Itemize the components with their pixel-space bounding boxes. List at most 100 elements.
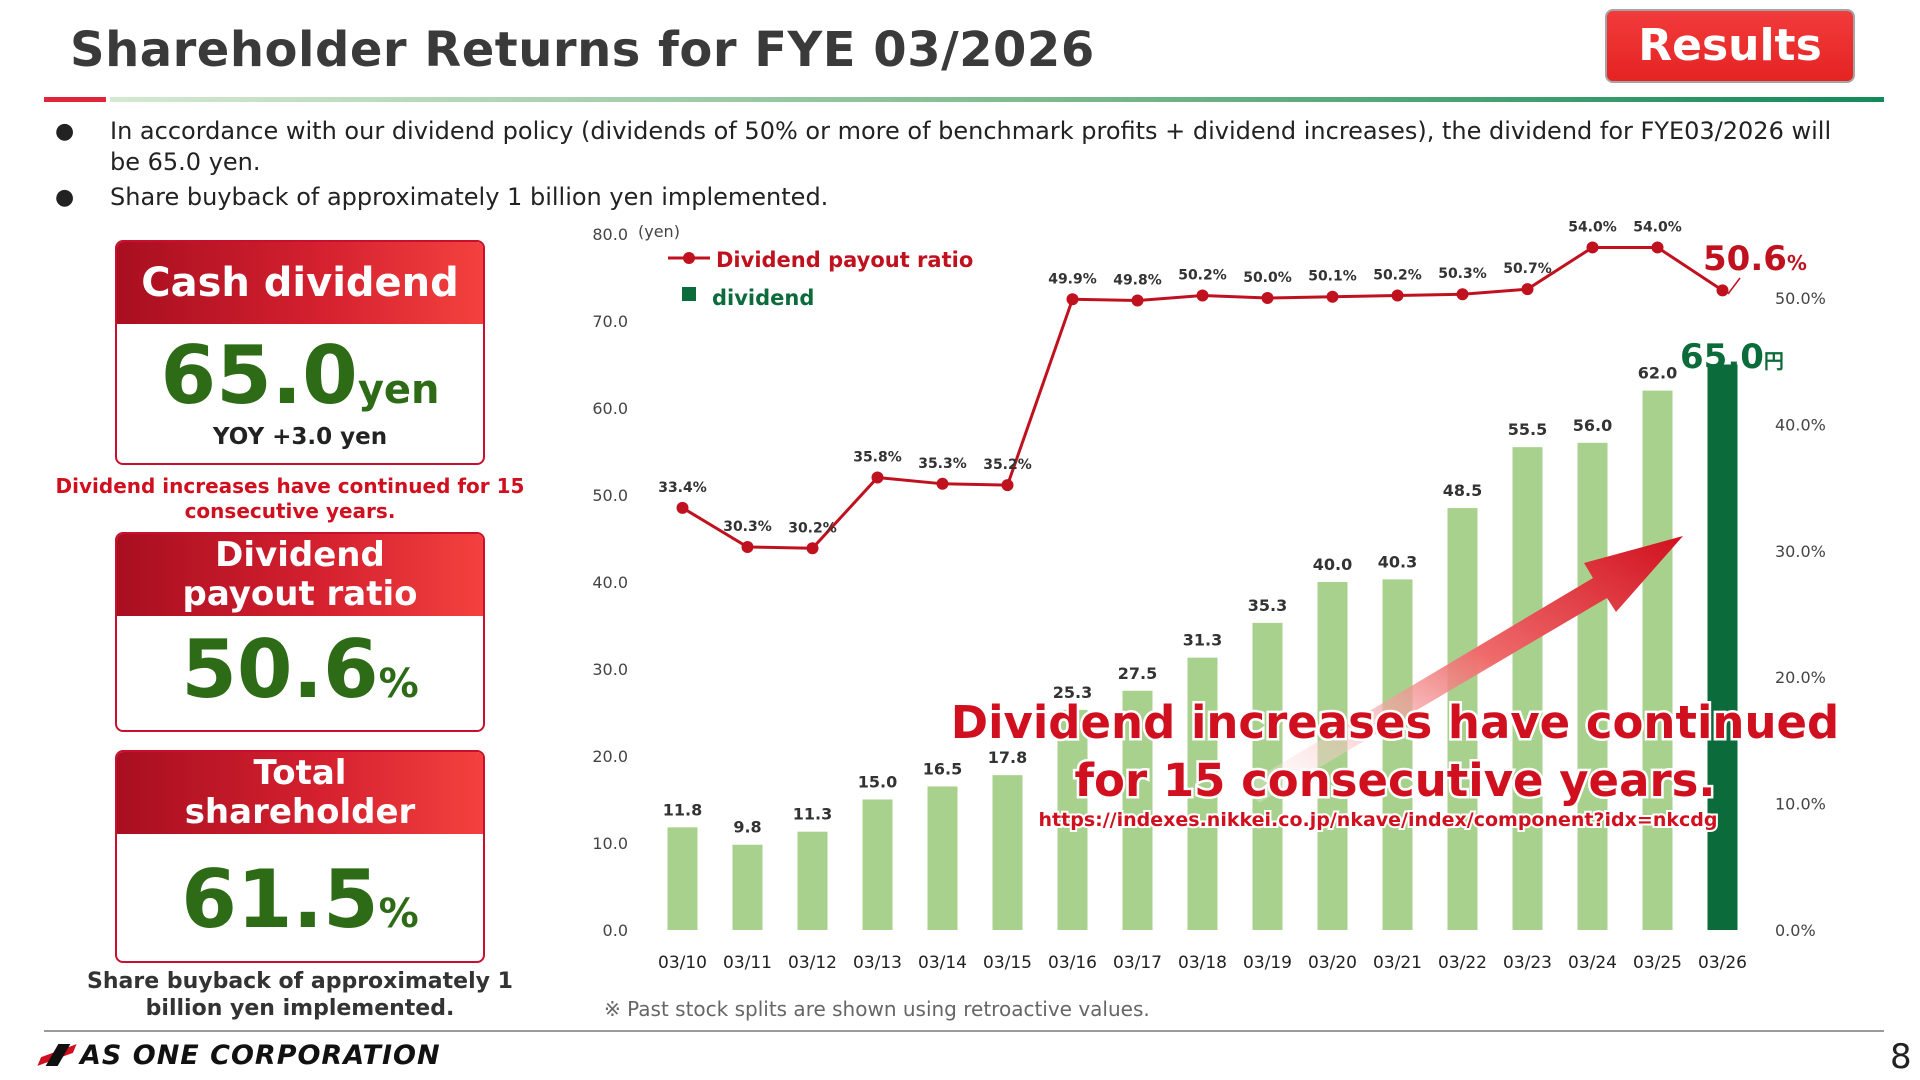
dividend-increase-note: Dividend increases have continued for 15… — [55, 474, 525, 523]
payout-ratio-point — [741, 541, 754, 554]
x-axis-tick: 03/22 — [1438, 953, 1487, 973]
payout-ratio-point — [1716, 284, 1729, 297]
company-logo: AS ONE CORPORATION — [37, 1039, 441, 1071]
dividend-bar — [1382, 579, 1413, 930]
right-axis-tick: 10.0% — [1775, 795, 1826, 814]
left-axis-tick: 40.0 — [592, 573, 628, 592]
dividend-bar — [667, 827, 698, 930]
dividend-callout-value: 65.0 — [1680, 337, 1764, 377]
line-value-label: 50.3% — [1438, 266, 1487, 282]
left-axis-tick: 0.0 — [603, 921, 628, 940]
growth-arrow-icon — [1245, 536, 1683, 803]
dividend-bar — [1447, 508, 1478, 930]
payout-ratio-point — [1326, 290, 1339, 303]
payout-ratio-body: 50.6% — [117, 616, 483, 710]
company-name: AS ONE CORPORATION — [80, 1039, 441, 1071]
dividend-bar — [1122, 690, 1153, 930]
cash-dividend-body: 65.0yen YOY +3.0 yen — [117, 324, 483, 451]
line-value-label: 33.4% — [658, 480, 707, 496]
page-number: 8 — [1890, 1037, 1912, 1077]
line-series — [676, 241, 1729, 555]
cash-dividend-title: Cash dividend — [117, 242, 483, 324]
dividend-callout-unit: 円 — [1764, 349, 1784, 373]
bar-value-label: 62.0 — [1638, 364, 1677, 383]
bullet-text: Share buyback of approximately 1 billion… — [110, 183, 829, 211]
bar-value-label: 15.0 — [858, 773, 897, 792]
payout-ratio-point — [806, 542, 819, 555]
dividend-bar — [1512, 447, 1543, 930]
payout-ratio-point — [1651, 241, 1664, 254]
chart-legend: Dividend payout ratio dividend — [668, 248, 973, 310]
payout-ratio-point — [1196, 289, 1209, 302]
left-axis-tick: 80.0 — [592, 225, 628, 244]
total-return-title: Total shareholder return ratio — [117, 752, 483, 871]
x-axis-tick: 03/12 — [788, 953, 837, 973]
bar-value-label: 11.8 — [663, 800, 702, 819]
cash-dividend-card: Cash dividend 65.0yen YOY +3.0 yen — [115, 240, 485, 465]
x-axis-tick: 03/19 — [1243, 953, 1292, 973]
line-value-label: 54.0% — [1633, 219, 1682, 235]
x-axis-tick: 03/11 — [723, 953, 772, 973]
dividend-bar — [927, 786, 958, 930]
x-axis-tick: 03/14 — [918, 953, 967, 973]
bar-value-label: 35.3 — [1248, 596, 1287, 615]
left-axis-unit: (yen) — [638, 222, 680, 241]
line-value-label: 35.3% — [918, 456, 967, 472]
left-axis-tick: 60.0 — [592, 399, 628, 418]
stock-split-note: ※ Past stock splits are shown using retr… — [604, 997, 1150, 1021]
legend-payout-label: Dividend payout ratio — [716, 248, 973, 272]
bar-value-label: 25.3 — [1053, 683, 1092, 702]
x-axis-tick: 03/16 — [1048, 953, 1097, 973]
total-return-card: Total shareholder return ratio 61.5% — [115, 750, 485, 963]
x-axis-tick: 03/23 — [1503, 953, 1552, 973]
bar-value-label: 56.0 — [1573, 416, 1612, 435]
dividend-bar — [1707, 364, 1738, 930]
dividend-bar — [1642, 390, 1673, 931]
left-axis-tick: 10.0 — [592, 834, 628, 853]
cash-dividend-value: 65.0 — [160, 329, 358, 422]
payout-ratio-point — [871, 471, 884, 484]
bar-value-label: 9.8 — [733, 818, 761, 837]
dividend-bar — [797, 831, 828, 930]
bar-value-label: 27.5 — [1118, 664, 1157, 683]
bar-value-label: 55.5 — [1508, 420, 1547, 439]
ratio-callout: 50.6% — [1703, 239, 1807, 279]
x-axis-tick: 03/26 — [1698, 953, 1747, 973]
bullet-dot-icon: ● — [55, 119, 75, 144]
annotation-source-link[interactable]: https://indexes.nikkei.co.jp/nkave/index… — [1037, 807, 1720, 833]
ratio-callout-leader — [1727, 277, 1741, 295]
data-labels: 11.8 9.8 11.3 15.0 16.5 17.8 25.3 27.5 31.3 35.3 4… — [658, 219, 1682, 836]
ratio-callout-unit: % — [1787, 251, 1807, 275]
x-axis-tick: 03/13 — [853, 953, 902, 973]
total-return-body: 61.5% — [117, 834, 483, 940]
bullet-list: ● In accordance with our dividend policy… — [55, 116, 1845, 217]
line-value-label: 50.7% — [1503, 261, 1552, 277]
x-axis-tick: 03/15 — [983, 953, 1032, 973]
line-value-label: 30.2% — [788, 520, 837, 536]
x-axis-tick: 03/20 — [1308, 953, 1357, 973]
x-axis-tick: 03/25 — [1633, 953, 1682, 973]
bullet-item: ● Share buyback of approximately 1 billi… — [55, 182, 1845, 213]
left-axis-tick: 70.0 — [592, 312, 628, 331]
payout-ratio-point — [1261, 292, 1274, 304]
line-value-label: 49.8% — [1113, 273, 1162, 289]
page-title: Shareholder Returns for FYE 03/2026 — [70, 22, 1095, 78]
line-value-label: 50.1% — [1308, 269, 1357, 285]
buyback-note: Share buyback of approximately 1 billion… — [87, 969, 513, 1021]
x-axis-tick: 03/18 — [1178, 953, 1227, 973]
dividend-bar — [1187, 657, 1218, 930]
payout-ratio-point — [676, 501, 689, 514]
title-divider — [44, 97, 1884, 102]
dividend-bar — [732, 844, 763, 930]
payout-ratio-point — [936, 477, 949, 490]
dividend-callout: 65.0円 — [1680, 337, 1784, 377]
payout-ratio-point — [1066, 293, 1079, 306]
legend-dividend-label: dividend — [712, 286, 814, 310]
bullet-dot-icon: ● — [55, 185, 75, 210]
x-axis-tick: 03/21 — [1373, 953, 1422, 973]
bar-value-label: 40.3 — [1378, 552, 1417, 571]
bar-value-label: 16.5 — [923, 759, 962, 778]
line-value-label: 35.2% — [983, 457, 1032, 473]
cash-dividend-unit: yen — [357, 367, 440, 413]
line-value-label: 50.2% — [1178, 267, 1227, 283]
